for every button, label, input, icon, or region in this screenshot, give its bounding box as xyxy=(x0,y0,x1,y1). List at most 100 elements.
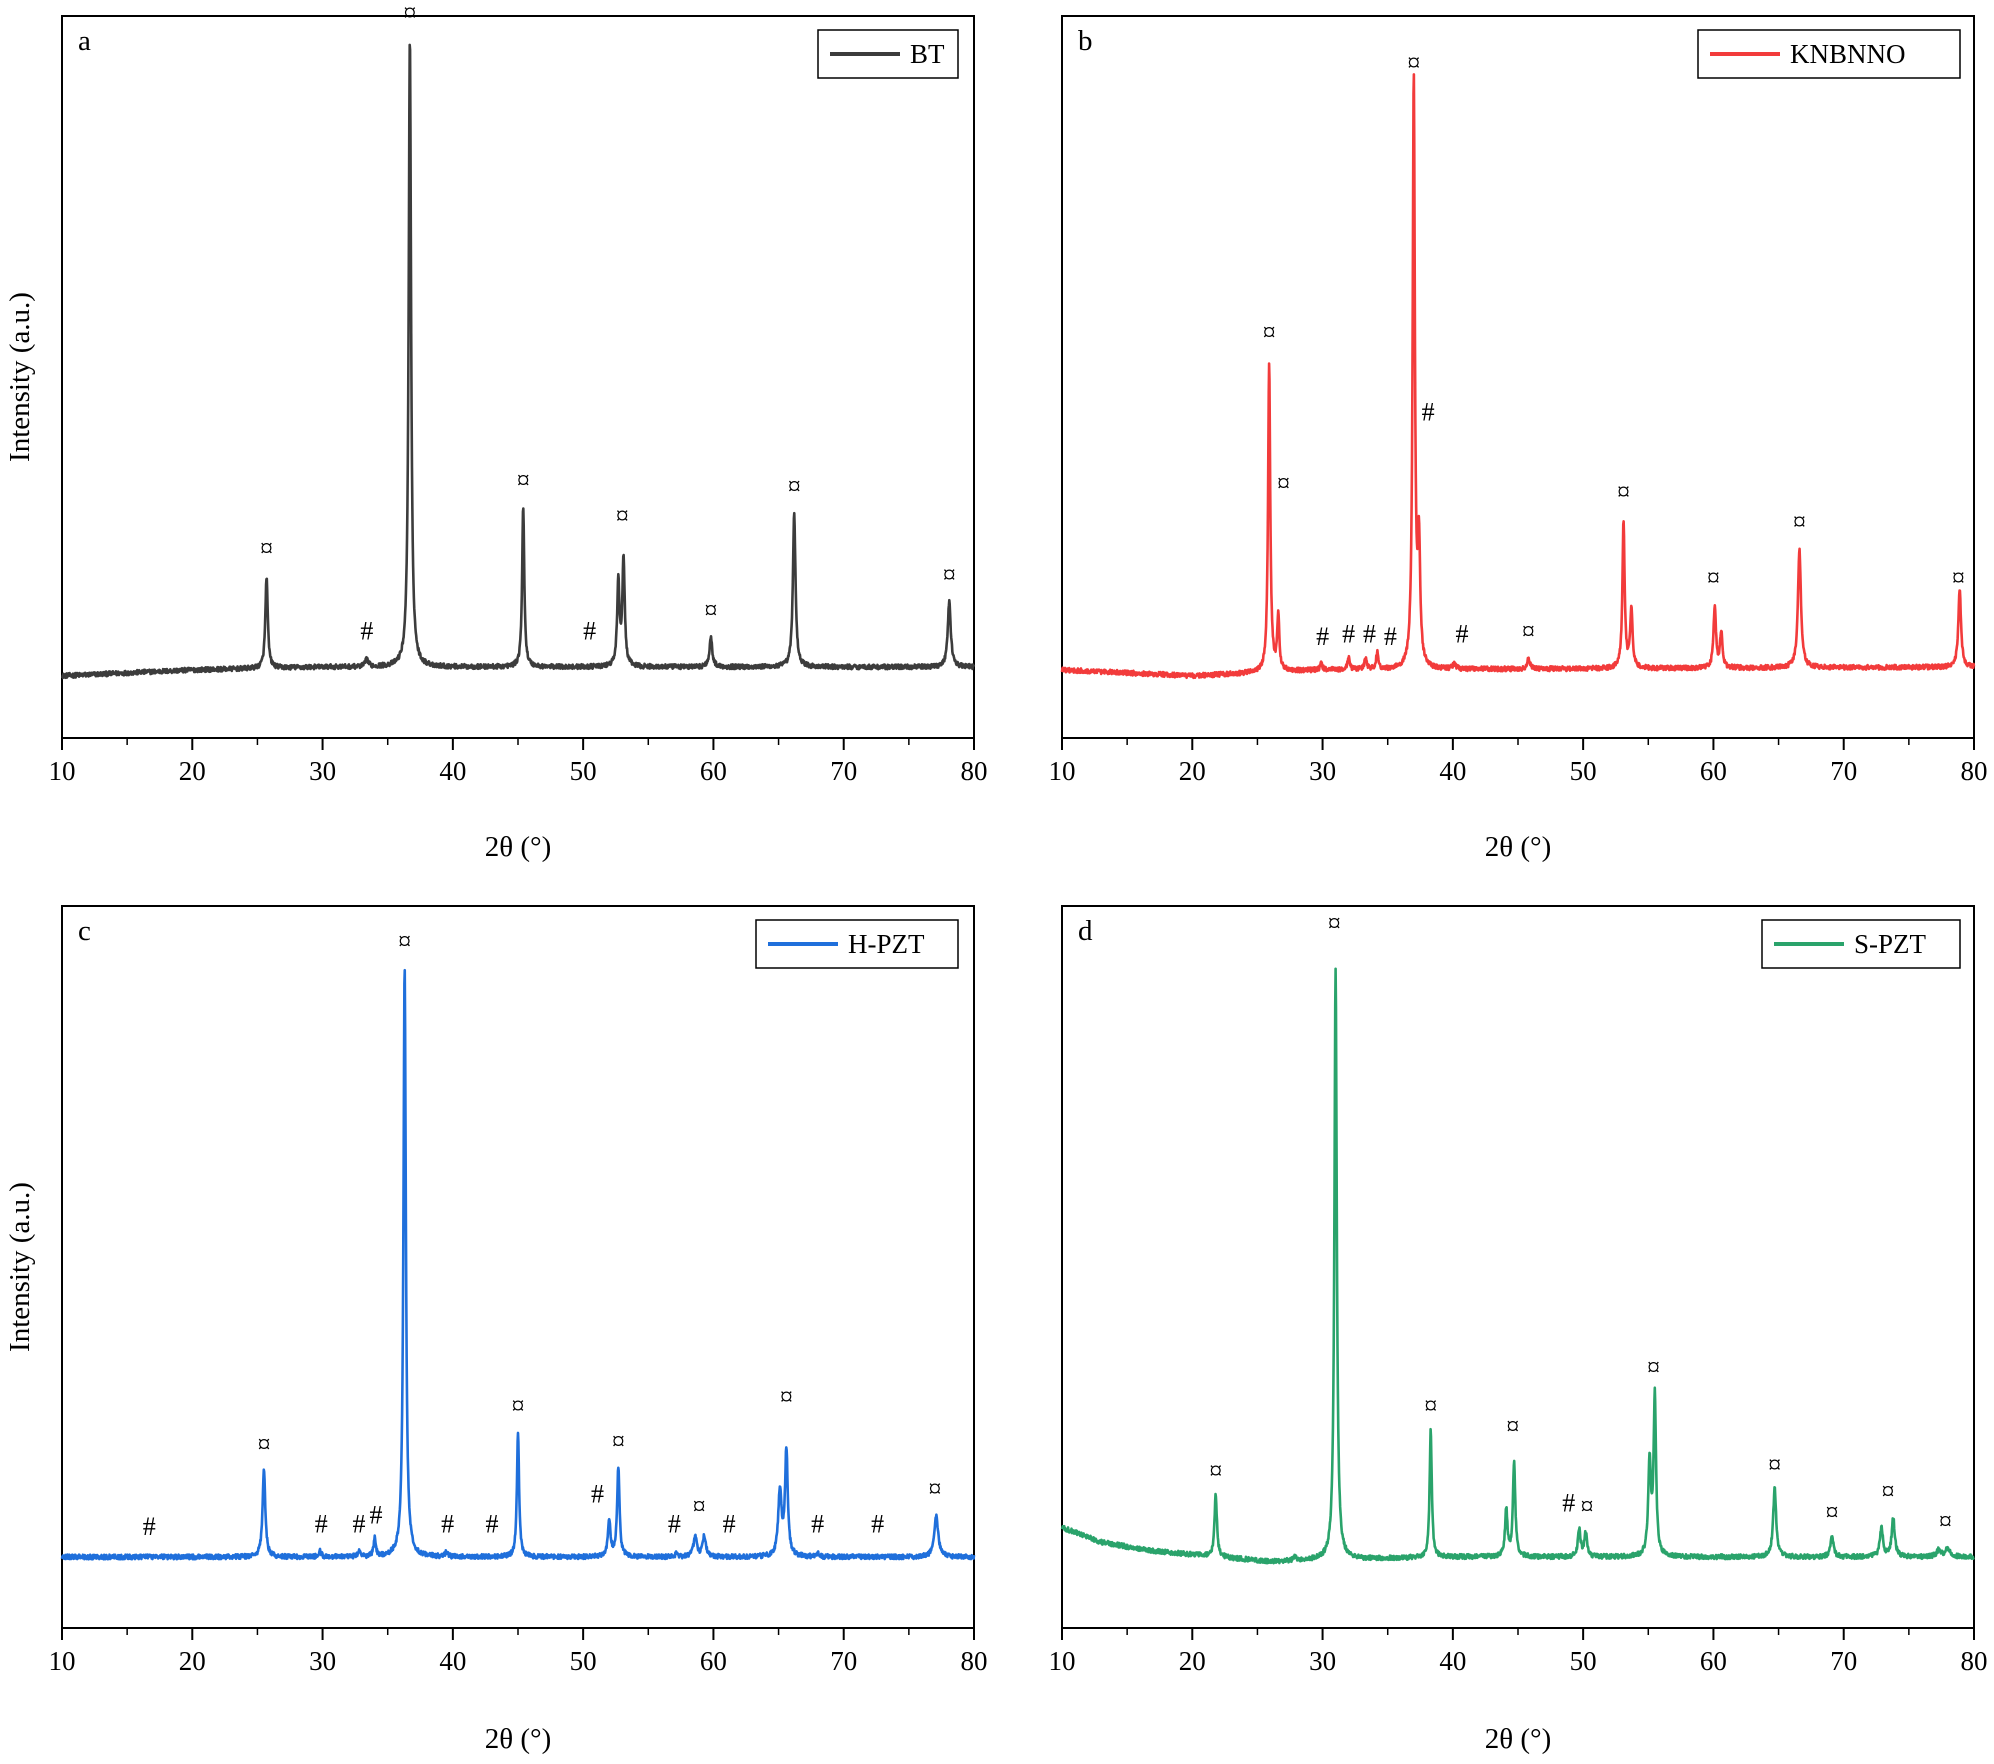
x-tick-label: 20 xyxy=(1179,756,1206,786)
impurity-peak-marker: # xyxy=(1342,619,1355,648)
phase-peak-marker: ¤ xyxy=(704,596,717,625)
impurity-peak-marker: # xyxy=(1422,397,1435,426)
impurity-peak-marker: # xyxy=(143,1512,156,1541)
annotation-layer: ¤ ¤ # # # # ¤ # # ¤ ¤ ¤ ¤ ¤ xyxy=(1263,48,1965,651)
annotation-layer: ¤¤¤¤# ¤¤¤¤¤¤ xyxy=(1209,909,1952,1536)
trace-layer xyxy=(1060,73,1976,680)
phase-peak-marker: ¤ xyxy=(1263,317,1276,346)
x-tick-label: 70 xyxy=(1830,1646,1857,1676)
trace-layer xyxy=(61,43,976,680)
impurity-peak-marker: # xyxy=(369,1500,382,1529)
annotation-layer: #¤# # #¤# #¤#¤#¤#¤# #¤ xyxy=(143,926,942,1541)
x-tick-label: 50 xyxy=(570,756,597,786)
impurity-peak-marker: # xyxy=(1316,622,1329,651)
x-tick-label: 30 xyxy=(1309,756,1336,786)
x-axis: 10 20 30 40 50 60 70 80 xyxy=(1049,738,1988,786)
phase-peak-marker: ¤ xyxy=(1825,1497,1838,1526)
x-axis-label: 2θ (°) xyxy=(485,1723,552,1755)
impurity-peak-marker: # xyxy=(591,1480,604,1509)
phase-peak-marker: ¤ xyxy=(943,560,956,589)
x-tick-label: 40 xyxy=(439,756,466,786)
impurity-peak-marker: # xyxy=(1455,619,1468,648)
phase-peak-marker: ¤ xyxy=(257,1429,270,1458)
impurity-peak-marker: # xyxy=(441,1509,454,1538)
x-tick-label: 10 xyxy=(1049,756,1076,786)
impurity-peak-marker: # xyxy=(583,616,596,645)
series-line-h-pzt xyxy=(60,968,976,1561)
panel-a: ¤ # ¤ ¤ # ¤ ¤ ¤ ¤ 10 20 30 40 50 60 70 80 a BT 2θ (°) I… xyxy=(4,0,988,863)
x-tick-label: 80 xyxy=(1961,756,1988,786)
phase-peak-marker: ¤ xyxy=(616,501,629,530)
plot-frame xyxy=(1061,15,1975,739)
phase-peak-marker: ¤ xyxy=(1407,48,1420,77)
x-tick-label: 60 xyxy=(700,1646,727,1676)
x-axis: 10 20 30 40 50 60 70 80 xyxy=(49,1628,988,1676)
impurity-peak-marker: # xyxy=(1562,1489,1575,1518)
phase-peak-marker: ¤ xyxy=(1581,1492,1594,1521)
phase-peak-marker: ¤ xyxy=(1939,1506,1952,1535)
x-tick-label: 50 xyxy=(1570,756,1597,786)
legend-label: H-PZT xyxy=(848,929,925,959)
panel-b: ¤ ¤ # # # # ¤ # # ¤ ¤ ¤ ¤ ¤ 10 20 30 40 50 60 70 80 b KNBNNO… xyxy=(1049,15,1988,863)
x-tick-label: 20 xyxy=(179,1646,206,1676)
legend-label: BT xyxy=(910,39,945,69)
x-tick-label: 10 xyxy=(49,1646,76,1676)
phase-peak-marker: ¤ xyxy=(1647,1352,1660,1381)
phase-peak-marker: ¤ xyxy=(1209,1456,1222,1485)
phase-peak-marker: ¤ xyxy=(1328,909,1341,938)
phase-peak-marker: ¤ xyxy=(1277,468,1290,497)
phase-peak-marker: ¤ xyxy=(1952,563,1965,592)
phase-peak-marker: ¤ xyxy=(1522,616,1535,645)
panel-c: #¤# # #¤# #¤#¤#¤#¤# #¤ 10 20 30 40 50 60 70 80 c H-… xyxy=(4,905,988,1755)
x-tick-label: 70 xyxy=(1830,756,1857,786)
x-tick-label: 20 xyxy=(179,756,206,786)
x-tick-label: 60 xyxy=(700,756,727,786)
legend-box xyxy=(1697,29,1961,79)
phase-peak-marker: ¤ xyxy=(512,1391,525,1420)
x-tick-label: 10 xyxy=(1049,1646,1076,1676)
impurity-peak-marker: # xyxy=(871,1509,884,1538)
phase-peak-marker: ¤ xyxy=(1768,1450,1781,1479)
legend: KNBNNO xyxy=(1697,29,1961,79)
plot-frame xyxy=(61,15,975,739)
panel-letter: c xyxy=(78,915,91,947)
legend-label: S-PZT xyxy=(1854,929,1927,959)
legend-label: KNBNNO xyxy=(1790,39,1906,69)
series-line-bt xyxy=(61,43,976,680)
x-tick-label: 30 xyxy=(309,756,336,786)
x-tick-label: 70 xyxy=(830,1646,857,1676)
x-tick-label: 50 xyxy=(570,1646,597,1676)
x-tick-label: 80 xyxy=(1961,1646,1988,1676)
y-axis-label: Intensity (a.u.) xyxy=(4,292,36,462)
x-axis: 10 20 30 40 50 60 70 80 xyxy=(49,738,988,786)
impurity-peak-marker: # xyxy=(353,1509,366,1538)
plot-frame xyxy=(61,905,975,1629)
impurity-peak-marker: # xyxy=(360,616,373,645)
phase-peak-marker: ¤ xyxy=(693,1492,706,1521)
phase-peak-marker: ¤ xyxy=(1707,563,1720,592)
x-axis-label: 2θ (°) xyxy=(1485,1723,1552,1755)
x-tick-label: 80 xyxy=(961,756,988,786)
x-tick-label: 20 xyxy=(1179,1646,1206,1676)
x-tick-label: 70 xyxy=(830,756,857,786)
phase-peak-marker: ¤ xyxy=(928,1474,941,1503)
x-tick-label: 50 xyxy=(1570,1646,1597,1676)
impurity-peak-marker: # xyxy=(1384,622,1397,651)
impurity-peak-marker: # xyxy=(1363,619,1376,648)
legend: H-PZT xyxy=(755,919,959,969)
phase-peak-marker: ¤ xyxy=(612,1426,625,1455)
panel-d: ¤¤¤¤# ¤¤¤¤¤¤ 10 20 30 40 50 60 70 80 d S-PZT 2θ … xyxy=(1049,905,1988,1755)
impurity-peak-marker: # xyxy=(485,1509,498,1538)
series-line-s-pzt xyxy=(1060,967,1975,1565)
legend: BT xyxy=(817,29,959,79)
x-tick-label: 30 xyxy=(1309,1646,1336,1676)
phase-peak-marker: ¤ xyxy=(1506,1412,1519,1441)
x-tick-label: 40 xyxy=(1439,756,1466,786)
x-tick-label: 40 xyxy=(439,1646,466,1676)
x-axis-label: 2θ (°) xyxy=(1485,831,1552,863)
phase-peak-marker: ¤ xyxy=(517,465,530,494)
phase-peak-marker: ¤ xyxy=(1793,507,1806,536)
x-tick-label: 10 xyxy=(49,756,76,786)
panel-letter: d xyxy=(1078,915,1093,947)
